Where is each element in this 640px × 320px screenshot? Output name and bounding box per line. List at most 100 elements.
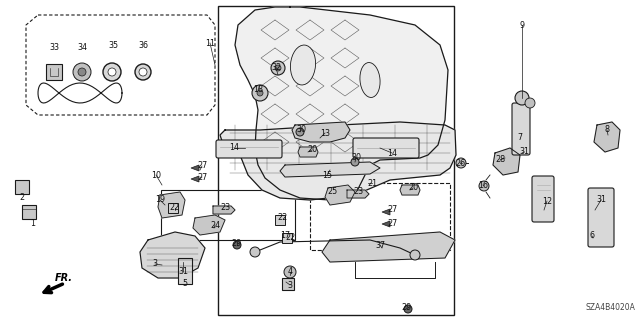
FancyBboxPatch shape xyxy=(588,188,614,247)
Text: 36: 36 xyxy=(138,41,148,50)
Text: 13: 13 xyxy=(320,129,330,138)
Circle shape xyxy=(456,158,466,168)
Ellipse shape xyxy=(360,62,380,98)
Text: 19: 19 xyxy=(155,196,165,204)
Circle shape xyxy=(252,85,268,101)
Text: 14: 14 xyxy=(387,148,397,157)
Circle shape xyxy=(404,305,412,313)
Text: 31: 31 xyxy=(596,196,606,204)
Polygon shape xyxy=(213,206,235,214)
Text: 31: 31 xyxy=(519,148,529,156)
Polygon shape xyxy=(382,209,390,215)
Text: FR.: FR. xyxy=(55,273,73,283)
Polygon shape xyxy=(191,165,199,171)
Text: 27: 27 xyxy=(388,205,398,214)
Bar xyxy=(161,190,295,240)
Text: 31: 31 xyxy=(178,267,188,276)
Text: 12: 12 xyxy=(542,196,552,205)
Circle shape xyxy=(271,61,285,75)
Polygon shape xyxy=(140,232,205,278)
Circle shape xyxy=(351,158,359,166)
Text: 22: 22 xyxy=(170,204,180,212)
Text: SZA4B4020A: SZA4B4020A xyxy=(585,303,635,312)
Circle shape xyxy=(139,68,147,76)
Text: 5: 5 xyxy=(182,279,188,289)
Text: 22: 22 xyxy=(278,213,288,222)
Polygon shape xyxy=(280,162,380,177)
Text: 32: 32 xyxy=(271,63,281,73)
Text: 29: 29 xyxy=(232,238,242,247)
Bar xyxy=(168,203,178,213)
Text: 21: 21 xyxy=(367,179,377,188)
Polygon shape xyxy=(382,221,390,227)
Text: 30: 30 xyxy=(351,154,361,163)
Text: 23: 23 xyxy=(353,188,363,196)
Text: 3: 3 xyxy=(287,281,292,290)
Circle shape xyxy=(135,64,151,80)
Bar xyxy=(282,233,292,243)
Circle shape xyxy=(257,90,263,96)
Text: 14: 14 xyxy=(229,143,239,153)
Text: 34: 34 xyxy=(77,44,87,52)
Bar xyxy=(178,258,192,284)
Text: 7: 7 xyxy=(517,132,523,141)
Text: 11: 11 xyxy=(205,38,215,47)
Text: 27: 27 xyxy=(388,219,398,228)
Circle shape xyxy=(108,68,116,76)
FancyBboxPatch shape xyxy=(353,138,419,158)
Text: 27: 27 xyxy=(197,162,207,171)
Polygon shape xyxy=(191,176,199,182)
Text: 3: 3 xyxy=(152,260,157,268)
Text: 9: 9 xyxy=(520,20,525,29)
Ellipse shape xyxy=(291,45,316,85)
Text: 28: 28 xyxy=(495,156,505,164)
Text: 1: 1 xyxy=(31,219,35,228)
Circle shape xyxy=(78,68,86,76)
Circle shape xyxy=(233,241,241,249)
Text: 26: 26 xyxy=(455,158,465,167)
Text: 15: 15 xyxy=(322,171,332,180)
Polygon shape xyxy=(594,122,620,152)
Circle shape xyxy=(525,98,535,108)
Circle shape xyxy=(275,65,281,71)
Circle shape xyxy=(479,181,489,191)
Text: 20: 20 xyxy=(408,183,418,193)
Polygon shape xyxy=(193,215,225,235)
Polygon shape xyxy=(235,7,448,200)
Polygon shape xyxy=(158,192,185,218)
Text: 23: 23 xyxy=(220,204,230,212)
Bar xyxy=(15,180,29,194)
Bar xyxy=(218,6,454,315)
Polygon shape xyxy=(493,148,520,175)
Polygon shape xyxy=(325,185,355,205)
Text: 17: 17 xyxy=(280,231,290,241)
Bar xyxy=(275,215,285,225)
Bar xyxy=(295,136,370,170)
Polygon shape xyxy=(220,122,456,200)
Text: 16: 16 xyxy=(478,180,488,189)
Circle shape xyxy=(250,247,260,257)
Circle shape xyxy=(410,250,420,260)
Text: 27: 27 xyxy=(197,172,207,181)
Polygon shape xyxy=(292,122,350,142)
Text: 8: 8 xyxy=(605,125,609,134)
Text: 20: 20 xyxy=(307,146,317,155)
Polygon shape xyxy=(347,190,369,198)
Text: 24: 24 xyxy=(210,220,220,229)
Circle shape xyxy=(296,128,304,136)
FancyBboxPatch shape xyxy=(532,176,554,222)
Circle shape xyxy=(515,91,529,105)
Circle shape xyxy=(284,266,296,278)
Circle shape xyxy=(103,63,121,81)
Text: 10: 10 xyxy=(151,171,161,180)
Bar xyxy=(46,64,62,80)
Bar xyxy=(310,183,450,250)
Text: 37: 37 xyxy=(375,241,385,250)
Text: 2: 2 xyxy=(19,193,24,202)
FancyBboxPatch shape xyxy=(216,140,282,158)
Polygon shape xyxy=(298,147,318,157)
Text: 30: 30 xyxy=(296,124,306,133)
Text: 33: 33 xyxy=(49,44,59,52)
Text: 22: 22 xyxy=(285,233,295,242)
Text: 29: 29 xyxy=(401,303,411,313)
